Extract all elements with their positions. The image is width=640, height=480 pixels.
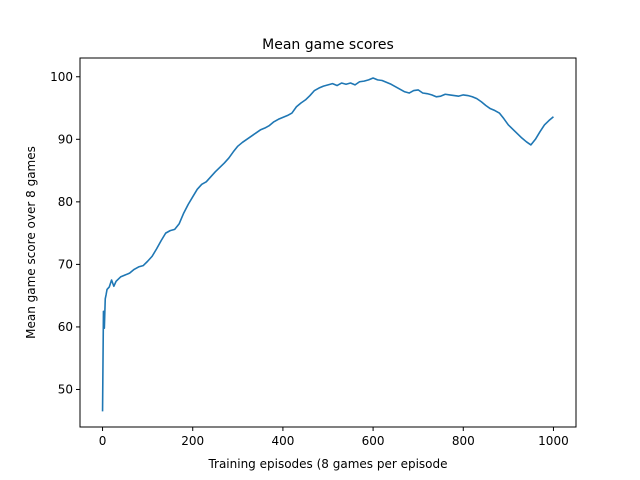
y-axis-label: Mean game score over 8 games	[24, 146, 38, 339]
x-axis-ticks: 0 200 400 600 800 1000	[99, 427, 569, 448]
x-axis-label: Training episodes (8 games per episode	[207, 457, 447, 471]
x-tick-label: 400	[271, 434, 294, 448]
x-tick-label: 600	[362, 434, 385, 448]
plot-area	[101, 77, 554, 412]
axes-frame	[79, 57, 577, 428]
chart-title: Mean game scores	[262, 37, 394, 53]
y-tick-label: 90	[58, 132, 73, 146]
y-tick-label: 100	[50, 70, 73, 84]
y-axis-ticks: 50 60 70 80 90 100	[50, 70, 80, 396]
x-tick-label: 1000	[538, 434, 569, 448]
y-tick-label: 80	[58, 195, 73, 209]
x-tick-label: 0	[99, 434, 107, 448]
series-line-0	[101, 77, 554, 412]
y-tick-label: 70	[58, 257, 73, 271]
x-tick-label: 800	[452, 434, 475, 448]
y-tick-label: 50	[58, 382, 73, 396]
y-tick-label: 60	[58, 320, 73, 334]
x-tick-label: 200	[181, 434, 204, 448]
